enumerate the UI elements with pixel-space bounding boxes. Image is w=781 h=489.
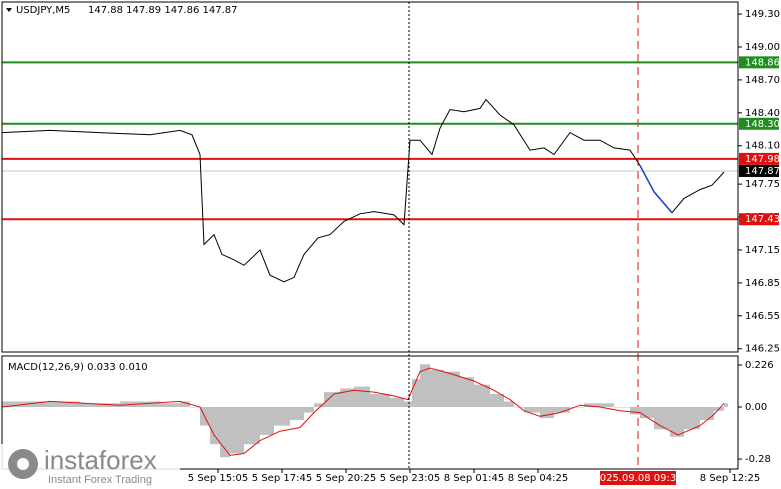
- histogram-bar: [80, 403, 100, 408]
- signal-line: [1, 367, 725, 456]
- price-label: 147.43: [745, 214, 780, 225]
- histogram-bar: [404, 401, 412, 408]
- x-tick-label: 5 Sep 20:25: [316, 473, 376, 484]
- histogram-bar: [40, 401, 60, 408]
- ohlc-values: 147.88 147.89 147.86 147.87: [88, 5, 238, 16]
- histogram-bar: [160, 403, 180, 408]
- price-line: [1, 98, 725, 283]
- macd-title: MACD(12,26,9) 0.033 0.010: [8, 362, 148, 373]
- histogram-bar: [324, 392, 340, 408]
- price-label: 148.30: [745, 119, 780, 130]
- y-tick-label: 147.15: [745, 245, 780, 256]
- price-label-bg: [739, 56, 779, 69]
- histogram-bar: [190, 407, 200, 408]
- histogram-bar: [412, 379, 420, 408]
- price-label-bg: [739, 152, 779, 165]
- x-tick-label: 8 Sep 12:25: [700, 473, 760, 484]
- histogram-bar: [584, 403, 600, 408]
- y-tick-label: 0.00: [745, 402, 767, 413]
- y-tick-label: 0.226: [745, 360, 774, 371]
- histogram-bar: [274, 407, 290, 426]
- histogram-bar: [700, 407, 714, 421]
- histogram-bar: [444, 371, 460, 408]
- histogram-bar: [230, 407, 244, 454]
- tagline: Instant Forex Trading: [48, 474, 152, 486]
- histogram-bar: [180, 401, 190, 408]
- y-tick-label: 147.75: [745, 179, 780, 190]
- histogram-bar: [60, 401, 80, 408]
- histogram-bar: [654, 407, 670, 430]
- x-tick-label: 5 Sep 17:45: [252, 473, 312, 484]
- histogram-bar: [640, 407, 654, 419]
- price-label: 147.87: [745, 166, 780, 177]
- histogram-bar: [140, 401, 160, 408]
- y-tick-label: 149.00: [745, 42, 780, 53]
- y-tick-label: 146.25: [745, 344, 780, 355]
- histogram-bar: [354, 386, 370, 408]
- histogram-bar: [370, 394, 390, 408]
- histogram-bar: [420, 364, 430, 408]
- histogram-bar: [244, 407, 260, 445]
- logo-icon-core: [17, 458, 29, 470]
- histogram-bar: [390, 397, 404, 408]
- menu-arrow[interactable]: [6, 8, 12, 12]
- y-tick-label: -0.28: [745, 454, 771, 465]
- y-tick-label: 146.85: [745, 278, 780, 289]
- histogram-bar: [684, 407, 700, 430]
- brand: instaforex: [44, 445, 157, 475]
- price-label-bg: [739, 213, 779, 226]
- main-frame: [1, 1, 739, 353]
- histogram-bar: [260, 407, 274, 435]
- histogram-bar: [474, 384, 490, 408]
- price-label: 147.98: [745, 154, 780, 165]
- histogram-bar: [724, 403, 728, 408]
- y-tick-label: 146.55: [745, 311, 780, 322]
- histogram-bar: [2, 401, 20, 408]
- price-line: [639, 165, 673, 214]
- histogram-bar: [210, 407, 220, 445]
- cursor-label: 2025.09.08 09:35: [593, 473, 682, 484]
- histogram-bar: [630, 407, 640, 415]
- y-tick-label: 148.70: [745, 75, 780, 86]
- symbol-title: USDJPY,M5: [16, 5, 70, 16]
- histogram-bar: [670, 407, 684, 437]
- histogram-bar: [540, 407, 554, 419]
- x-tick-label: 5 Sep 15:05: [188, 473, 248, 484]
- histogram-bar: [220, 407, 230, 458]
- watermark: instaforex Instant Forex Trading: [0, 444, 180, 489]
- histogram-bar: [554, 407, 570, 413]
- histogram-bar: [504, 401, 514, 408]
- histogram-bar: [460, 377, 474, 408]
- histogram-bar: [490, 394, 504, 408]
- cursor-label-bg: [600, 471, 676, 485]
- y-tick-label: 148.10: [745, 141, 780, 152]
- histogram-bar: [340, 388, 354, 408]
- x-tick-label: 8 Sep 01:45: [444, 473, 504, 484]
- y-tick-label: 149.30: [745, 9, 780, 20]
- histogram-bar: [430, 369, 444, 408]
- x-tick-label: 5 Sep 23:05: [380, 473, 440, 484]
- plot-layer: [1, 2, 742, 473]
- histogram-bar: [614, 407, 630, 408]
- price-label-bg: [739, 117, 779, 130]
- histogram-bar: [570, 407, 584, 408]
- histogram-bar: [290, 407, 304, 421]
- price-label: 148.86: [745, 57, 780, 68]
- histogram-bar: [304, 407, 314, 413]
- histogram-bar: [600, 403, 614, 408]
- price-label-bg: [739, 164, 779, 177]
- histogram-bar: [314, 403, 324, 408]
- histogram-bar: [524, 407, 540, 413]
- x-tick-label: 8 Sep 04:25: [508, 473, 568, 484]
- macd-frame: [1, 355, 739, 470]
- y-tick-label: 148.40: [745, 108, 780, 119]
